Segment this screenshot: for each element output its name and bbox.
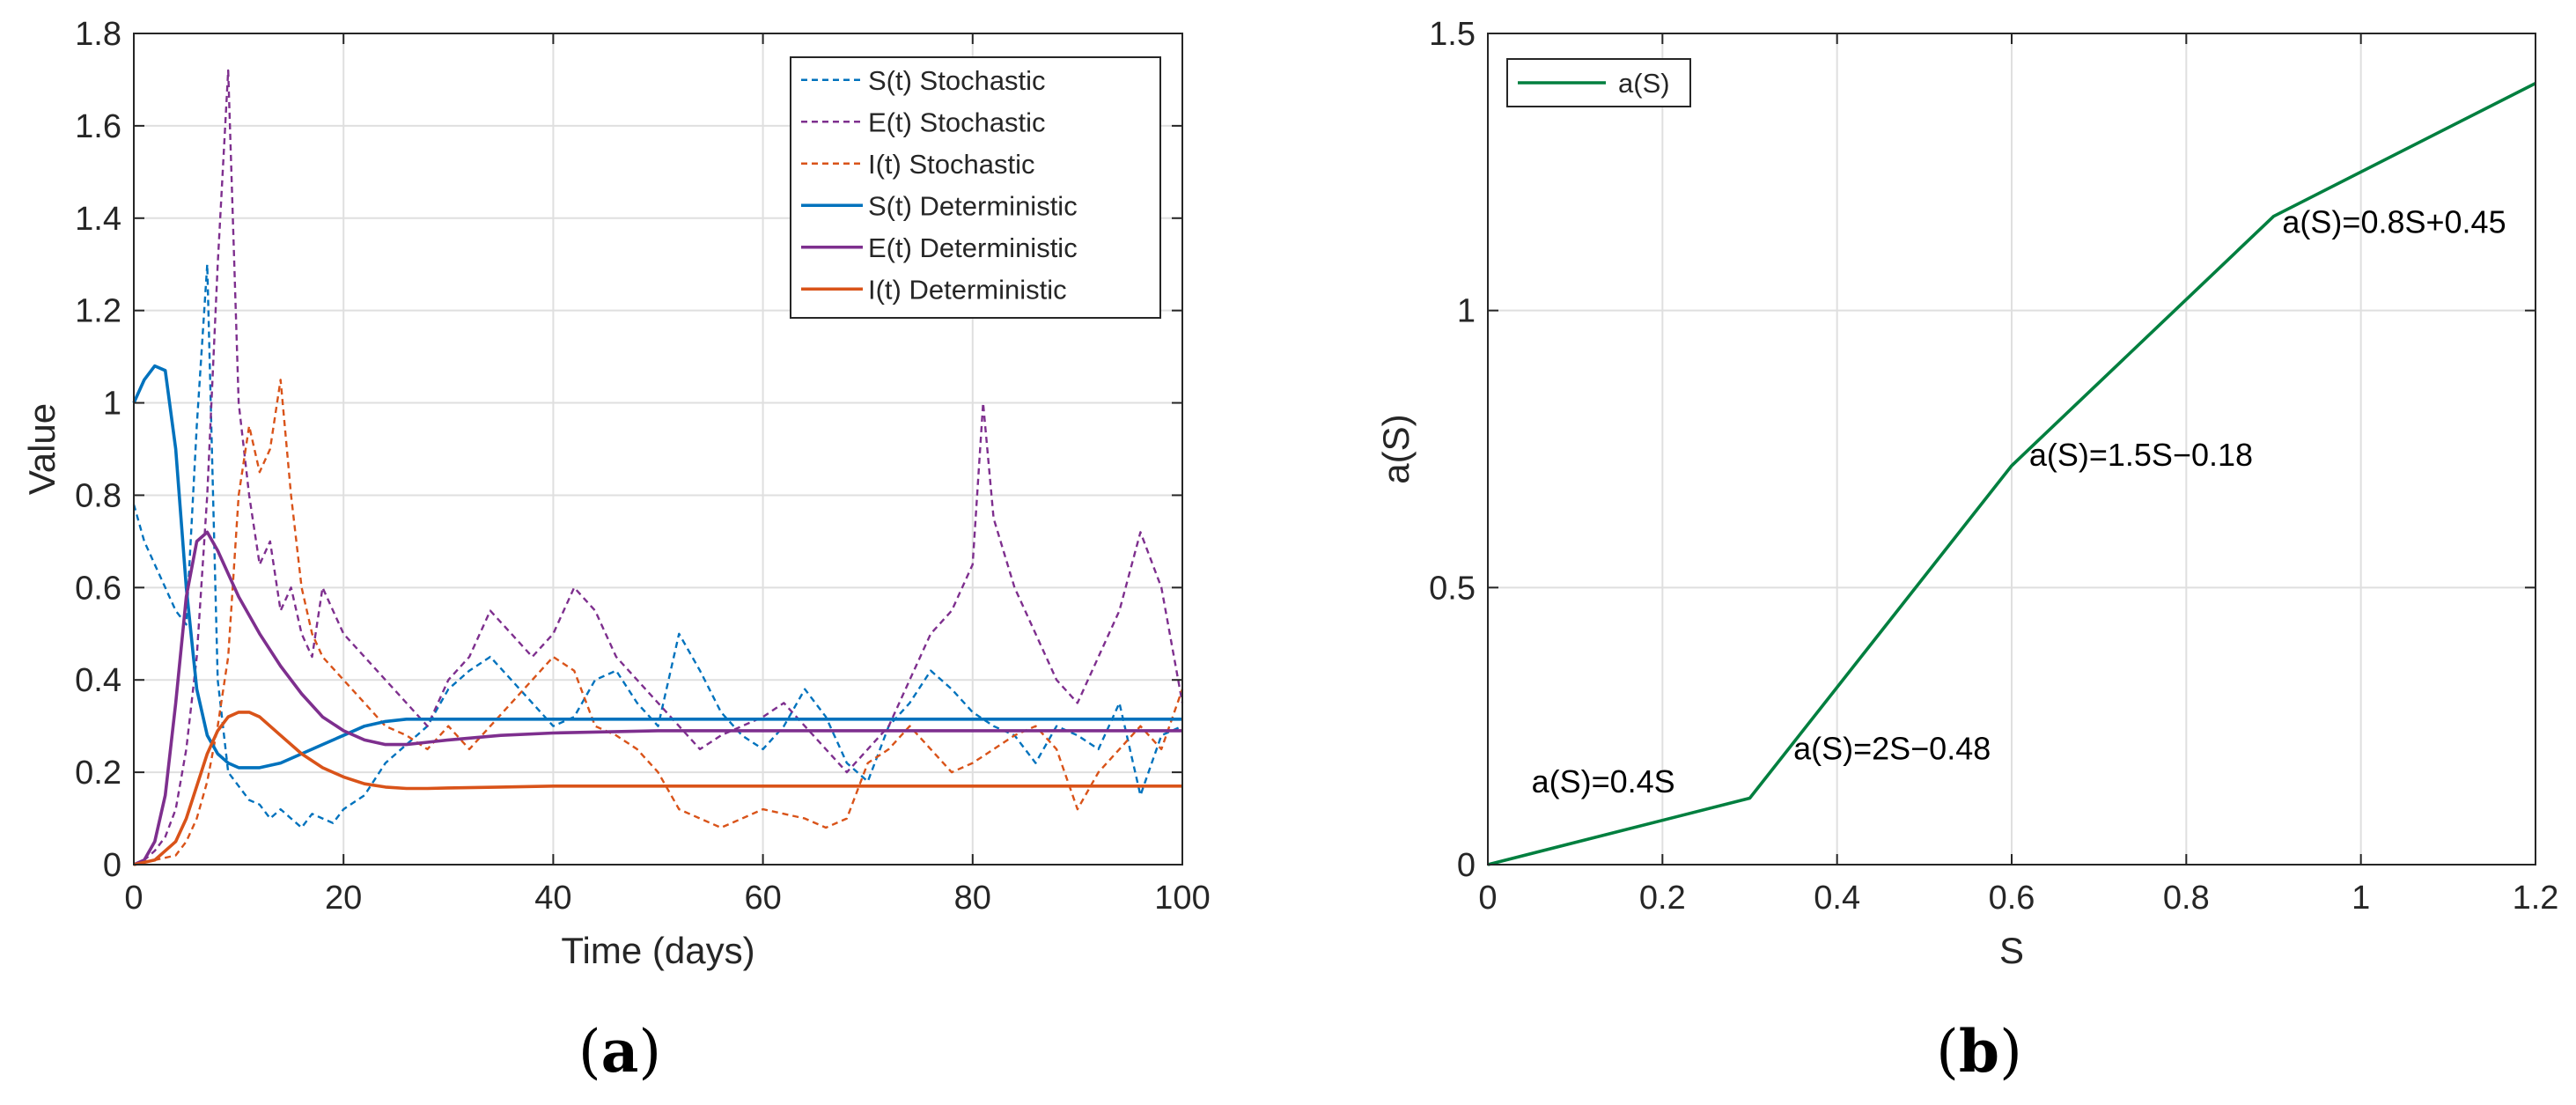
x-axis-label: S	[1999, 930, 2024, 971]
chart-a: 0 20 40 60 80 100 0 0.2 0.4 0.6 0.8 1 1.2 1.4 1.6 1.8 Ti…	[21, 16, 1211, 971]
legend-entry: E(t) Stochastic	[868, 107, 1046, 137]
legend-entry: I(t) Deterministic	[868, 274, 1067, 305]
y-axis-label: Value	[21, 403, 63, 495]
y-tick-label: 1.5	[1429, 16, 1476, 53]
legend-box	[790, 56, 1161, 319]
panel-label-a: (a)	[578, 1017, 661, 1086]
x-tick-label: 1.2	[2513, 880, 2559, 917]
y-tick-label: 1	[1457, 293, 1476, 330]
y-tick-label: 1.4	[75, 201, 121, 238]
series-group	[1487, 81, 2536, 866]
x-tick-label: 0	[124, 880, 143, 917]
series-line-3	[132, 364, 1182, 770]
x-tick-label: 100	[1154, 880, 1210, 917]
x-tick-label: 60	[744, 880, 781, 917]
y-tick-label: 0.6	[75, 570, 121, 607]
y-axis-label: a(S)	[1375, 414, 1417, 483]
series-line-2	[133, 379, 1184, 866]
y-tick-label: 1	[103, 386, 121, 423]
series-line-1	[133, 69, 1184, 866]
ticks: 0 20 40 60 80 100 0 0.2 0.4 0.6 0.8 1 1.2 1.4 1.6 1.8	[75, 16, 1211, 917]
legend-entry: E(t) Deterministic	[868, 232, 1078, 263]
series-line-5	[133, 711, 1182, 866]
x-tick-label: 40	[534, 880, 571, 917]
y-tick-label: 0.4	[75, 662, 121, 699]
axes-box	[133, 33, 1183, 866]
x-tick-label: 0	[1478, 880, 1497, 917]
y-tick-label: 0.5	[1429, 570, 1476, 607]
y-tick-label: 0.8	[75, 477, 121, 514]
ticks: 0 0.2 0.4 0.6 0.8 1 1.2 0 0.5 1 1.5	[1429, 16, 2558, 917]
y-tick-label: 0	[103, 847, 121, 884]
x-tick-label: 1	[2352, 880, 2370, 917]
y-tick-label: 1.2	[75, 293, 121, 330]
y-tick-label: 0.2	[75, 755, 121, 792]
x-axis-label: Time (days)	[561, 930, 754, 971]
legend-entry: a(S)	[1618, 68, 1670, 99]
legend-entry: I(t) Stochastic	[868, 149, 1035, 180]
x-tick-label: 0.4	[1814, 880, 1860, 917]
y-tick-label: 1.8	[75, 16, 121, 53]
series-group	[132, 69, 1184, 866]
annotation-label: a(S)=2S−0.48	[1793, 730, 1991, 766]
annotation-label: a(S)=0.4S	[1532, 763, 1675, 799]
y-tick-label: 1.6	[75, 108, 121, 145]
panel-label-b: (b)	[1936, 1017, 2022, 1086]
series-line-0	[1487, 81, 2536, 866]
x-tick-label: 20	[325, 880, 362, 917]
y-tick-label: 0	[1457, 847, 1476, 884]
x-tick-label: 0.8	[2163, 880, 2210, 917]
x-tick-label: 0.6	[1989, 880, 2035, 917]
x-tick-label: 80	[954, 880, 991, 917]
grid	[133, 33, 1183, 866]
legend: a(S)	[1506, 58, 1691, 107]
annotation-label: a(S)=0.8S+0.45	[2282, 204, 2506, 240]
x-tick-label: 0.2	[1639, 880, 1686, 917]
annotation-label: a(S)=1.5S−0.18	[2029, 437, 2253, 473]
legend-entry: S(t) Stochastic	[868, 65, 1046, 96]
legend-entry: S(t) Deterministic	[868, 190, 1078, 221]
legend: S(t) Stochastic E(t) Stochastic I(t) Stoch…	[790, 56, 1161, 319]
series-line-4	[133, 530, 1182, 866]
series-line-0	[132, 263, 1183, 829]
chart-b: 0 0.2 0.4 0.6 0.8 1 1.2 0 0.5 1 1.5 Sa(S) a(S)=0.4S a…	[1375, 16, 2558, 971]
